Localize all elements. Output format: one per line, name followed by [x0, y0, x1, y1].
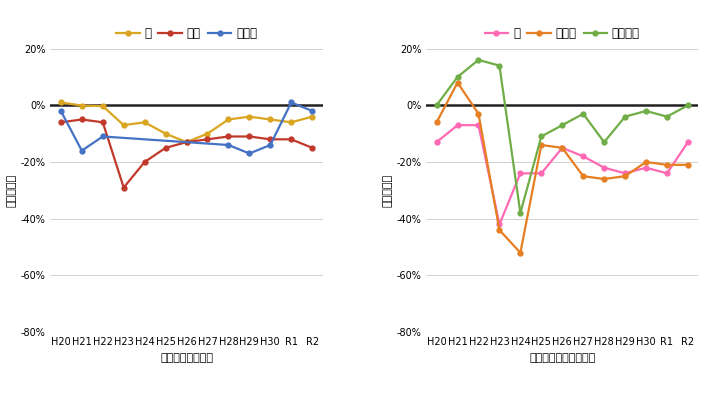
ヒラメ: [99, 134, 107, 139]
干し柿: [579, 174, 588, 179]
Line: 干し柿: 干し柿: [434, 80, 690, 255]
桃: [662, 171, 671, 176]
ピーマン: [516, 211, 525, 215]
牛肉: [161, 145, 170, 150]
牛肉: [78, 117, 86, 122]
牛肉: [57, 120, 66, 125]
干し柿: [600, 177, 608, 181]
桃: [683, 140, 692, 145]
桃: [474, 123, 483, 128]
米: [203, 131, 212, 136]
X-axis label: 年度（干し柿は産年）: 年度（干し柿は産年）: [529, 352, 595, 362]
ヒラメ: [78, 148, 86, 153]
干し柿: [453, 80, 462, 85]
Legend: 米, 牛肉, ヒラメ: 米, 牛肉, ヒラメ: [116, 27, 257, 40]
干し柿: [642, 160, 650, 164]
ピーマン: [432, 103, 441, 108]
牛肉: [308, 145, 317, 150]
ピーマン: [453, 75, 462, 79]
干し柿: [432, 120, 441, 125]
桃: [495, 222, 504, 227]
干し柿: [621, 174, 629, 179]
ピーマン: [558, 123, 567, 128]
ヒラメ: [224, 143, 233, 147]
桃: [621, 171, 629, 176]
米: [287, 120, 296, 125]
X-axis label: 年度（米は産年）: 年度（米は産年）: [160, 352, 213, 362]
桃: [558, 145, 567, 150]
ヒラメ: [57, 109, 66, 113]
干し柿: [662, 162, 671, 167]
桃: [516, 171, 525, 176]
米: [120, 123, 128, 128]
Legend: 桃, 干し柿, ピーマン: 桃, 干し柿, ピーマン: [485, 27, 640, 40]
米: [266, 117, 274, 122]
米: [224, 117, 233, 122]
Line: 米: 米: [58, 100, 315, 145]
牛肉: [140, 160, 149, 164]
ヒラメ: [266, 143, 274, 147]
干し柿: [516, 250, 525, 255]
米: [78, 103, 86, 108]
ヒラメ: [287, 100, 296, 105]
ピーマン: [579, 111, 588, 116]
ピーマン: [683, 103, 692, 108]
干し柿: [474, 111, 483, 116]
米: [57, 100, 66, 105]
Line: ピーマン: ピーマン: [434, 58, 690, 215]
干し柿: [558, 145, 567, 150]
Y-axis label: 価格の指数: 価格の指数: [6, 174, 17, 207]
米: [245, 114, 253, 119]
ヒラメ: [308, 109, 317, 113]
牛肉: [99, 120, 107, 125]
Line: 牛肉: 牛肉: [58, 117, 315, 190]
Line: ヒラメ: ヒラメ: [58, 100, 315, 156]
Y-axis label: 価格の指数: 価格の指数: [382, 174, 392, 207]
桃: [432, 140, 441, 145]
桃: [579, 154, 588, 159]
ピーマン: [642, 109, 650, 113]
桃: [537, 171, 546, 176]
米: [99, 104, 107, 109]
ピーマン: [600, 140, 608, 145]
ピーマン: [495, 63, 504, 68]
干し柿: [495, 228, 504, 232]
Line: 桃: 桃: [434, 123, 690, 227]
米: [182, 140, 191, 145]
ピーマン: [662, 114, 671, 119]
牛肉: [120, 185, 128, 190]
干し柿: [683, 162, 692, 167]
ピーマン: [474, 58, 483, 62]
牛肉: [224, 134, 233, 139]
牛肉: [182, 140, 191, 145]
ピーマン: [621, 114, 629, 119]
干し柿: [537, 143, 546, 147]
ピーマン: [537, 134, 546, 139]
牛肉: [203, 137, 212, 142]
牛肉: [245, 134, 253, 139]
牛肉: [266, 137, 274, 142]
米: [140, 120, 149, 125]
ヒラメ: [245, 151, 253, 156]
牛肉: [287, 137, 296, 142]
桃: [642, 165, 650, 170]
米: [161, 131, 170, 136]
米: [308, 114, 317, 119]
桃: [453, 123, 462, 128]
桃: [600, 165, 608, 170]
